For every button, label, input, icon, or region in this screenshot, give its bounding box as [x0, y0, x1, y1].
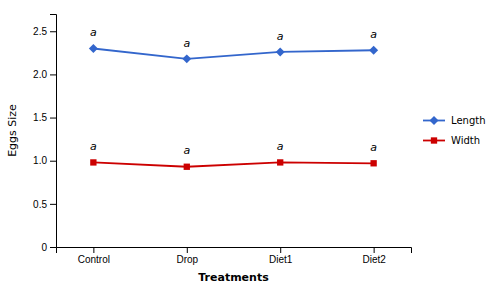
- series-line: [93, 162, 373, 166]
- chart: 0 0.5 1.0 1.5 2.0 2.5 Control Drop Diet1 Diet2 Tre…: [0, 0, 501, 289]
- series-line: [93, 49, 373, 59]
- y-tick: 0.5: [33, 199, 56, 210]
- legend-label: Length: [451, 115, 486, 126]
- y-tick-mark: [50, 118, 56, 119]
- annotation: a: [370, 28, 377, 41]
- legend-item: Width: [423, 135, 480, 146]
- y-tick: 1.0: [33, 155, 56, 166]
- x-tick-label: Drop: [176, 254, 198, 265]
- annotation: a: [183, 144, 190, 157]
- annotation: a: [90, 26, 97, 39]
- x-tick: Drop: [176, 247, 198, 265]
- x-tick-mark: [187, 247, 188, 253]
- legend: Length Width: [423, 115, 486, 146]
- x-tick-mark: [280, 247, 281, 253]
- x-tick: Control: [78, 247, 110, 265]
- x-tick-mark: [374, 247, 375, 253]
- series-marker: [184, 164, 190, 170]
- series-marker: [90, 159, 96, 165]
- series-marker: [276, 47, 285, 56]
- series-marker: [89, 44, 98, 53]
- y-tick: 2.5: [33, 26, 56, 37]
- y-axis-title: Eggs Size: [6, 104, 19, 157]
- x-tick-mark: [93, 247, 94, 253]
- y-tick: 0: [41, 242, 56, 253]
- y-tick-mark: [50, 74, 56, 75]
- y-tick-mark: [50, 161, 56, 162]
- series-marker: [370, 160, 376, 166]
- x-tick-label: Diet2: [362, 254, 386, 265]
- x-axis-line: [57, 248, 412, 254]
- marks: [89, 44, 378, 170]
- x-axis: Control Drop Diet1 Diet2: [57, 247, 412, 265]
- annotation: a: [183, 37, 190, 50]
- x-axis-title: Treatments: [198, 271, 269, 284]
- annotation: a: [90, 140, 97, 153]
- y-tick-mark: [50, 204, 56, 205]
- annotation: a: [370, 141, 377, 154]
- series-marker: [182, 54, 191, 63]
- y-tick-label: 2.0: [33, 69, 47, 80]
- y-tick: 2.0: [33, 69, 56, 80]
- annotations: a a a a a a a a: [90, 26, 377, 157]
- y-tick-label: 1.0: [33, 155, 47, 166]
- annotation: a: [277, 30, 284, 43]
- y-tick-label: 0: [41, 242, 47, 253]
- y-tick-label: 2.5: [33, 26, 47, 37]
- y-tick: 1.5: [33, 112, 56, 123]
- y-tick-label: 1.5: [33, 112, 47, 123]
- x-tick-label: Control: [78, 254, 110, 265]
- legend-label: Width: [451, 135, 480, 146]
- legend-item: Length: [423, 115, 486, 126]
- y-tick-mark: [50, 247, 56, 248]
- y-tick-mark: [50, 31, 56, 32]
- series-marker: [369, 46, 378, 55]
- plot: 0 0.5 1.0 1.5 2.0 2.5 Control Drop Diet1 Diet2 Tre…: [6, 15, 486, 285]
- series-marker: [277, 159, 283, 165]
- legend-marker: [430, 116, 439, 125]
- y-tick-label: 0.5: [33, 199, 47, 210]
- legend-marker: [431, 137, 437, 143]
- y-axis: 0 0.5 1.0 1.5 2.0 2.5: [33, 15, 56, 253]
- x-tick: Diet1: [269, 247, 293, 265]
- y-axis-line: [50, 15, 57, 248]
- x-tick-label: Diet1: [269, 254, 293, 265]
- annotation: a: [277, 140, 284, 153]
- x-tick: Diet2: [362, 247, 386, 265]
